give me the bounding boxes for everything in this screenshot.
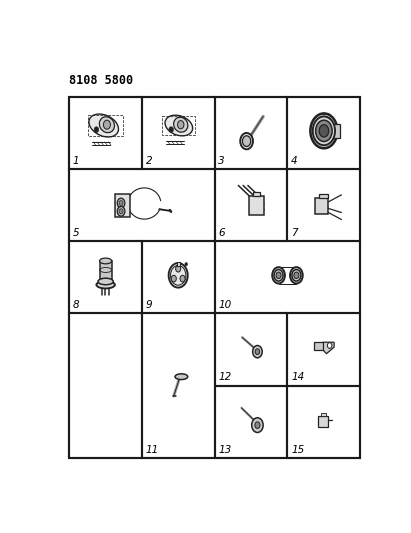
Text: 12: 12 <box>218 373 232 383</box>
Bar <box>215 386 287 458</box>
Bar <box>287 97 360 169</box>
Text: 3: 3 <box>218 156 225 166</box>
Bar <box>287 386 360 458</box>
Ellipse shape <box>173 117 188 132</box>
Text: 9: 9 <box>145 300 152 310</box>
Bar <box>215 97 287 169</box>
Circle shape <box>171 276 176 282</box>
Bar <box>215 313 287 386</box>
Bar <box>142 97 215 169</box>
Bar <box>319 193 328 198</box>
Bar <box>69 97 360 458</box>
Circle shape <box>119 200 123 206</box>
Text: 5: 5 <box>73 228 79 238</box>
Bar <box>142 241 215 313</box>
Ellipse shape <box>104 120 111 129</box>
Ellipse shape <box>276 272 281 279</box>
Ellipse shape <box>313 117 335 145</box>
Bar <box>287 313 360 386</box>
Bar <box>321 413 326 416</box>
Ellipse shape <box>89 114 118 137</box>
Text: 13: 13 <box>218 445 232 455</box>
Ellipse shape <box>319 125 329 137</box>
Ellipse shape <box>255 349 260 354</box>
Text: 4: 4 <box>291 156 298 166</box>
Circle shape <box>185 263 187 266</box>
Ellipse shape <box>252 418 263 432</box>
Bar <box>287 169 360 241</box>
Ellipse shape <box>242 136 251 147</box>
Ellipse shape <box>253 345 262 358</box>
Ellipse shape <box>255 422 260 429</box>
Text: 11: 11 <box>145 445 159 455</box>
Circle shape <box>328 343 332 349</box>
Bar <box>69 313 142 458</box>
Ellipse shape <box>97 281 115 288</box>
Ellipse shape <box>98 278 113 285</box>
Ellipse shape <box>99 258 112 264</box>
Circle shape <box>180 276 185 282</box>
Ellipse shape <box>310 114 337 148</box>
Bar <box>215 169 287 241</box>
Ellipse shape <box>316 120 332 142</box>
Text: 8108 5800: 8108 5800 <box>69 74 133 87</box>
Bar <box>99 261 112 281</box>
Circle shape <box>119 209 123 214</box>
Ellipse shape <box>294 272 299 279</box>
Bar <box>69 241 142 313</box>
Bar <box>69 169 215 241</box>
Text: 14: 14 <box>291 373 305 383</box>
Circle shape <box>175 265 181 272</box>
Text: 1: 1 <box>73 156 79 166</box>
Bar <box>142 313 215 458</box>
Ellipse shape <box>99 117 115 133</box>
Circle shape <box>117 198 125 208</box>
Ellipse shape <box>292 270 301 281</box>
Bar <box>253 192 260 196</box>
Text: 10: 10 <box>218 300 232 310</box>
Ellipse shape <box>240 133 253 149</box>
Bar <box>249 196 264 215</box>
Text: 8: 8 <box>73 300 79 310</box>
Ellipse shape <box>274 270 283 281</box>
Bar <box>331 124 340 138</box>
Ellipse shape <box>169 263 188 288</box>
Ellipse shape <box>175 374 188 379</box>
Bar <box>318 416 328 427</box>
Ellipse shape <box>171 265 186 285</box>
Ellipse shape <box>178 120 184 129</box>
Ellipse shape <box>165 115 193 136</box>
Bar <box>314 342 323 350</box>
Text: 2: 2 <box>145 156 152 166</box>
Bar <box>69 97 142 169</box>
Bar <box>215 241 360 313</box>
Text: 6: 6 <box>218 228 225 238</box>
Bar <box>177 262 180 266</box>
Ellipse shape <box>272 267 285 284</box>
Text: 15: 15 <box>291 445 305 455</box>
Bar <box>315 198 328 214</box>
Ellipse shape <box>290 267 303 284</box>
Circle shape <box>117 206 125 216</box>
Circle shape <box>169 127 173 133</box>
Bar <box>115 193 130 217</box>
Polygon shape <box>323 342 334 354</box>
Text: 7: 7 <box>291 228 298 238</box>
Circle shape <box>94 127 99 133</box>
